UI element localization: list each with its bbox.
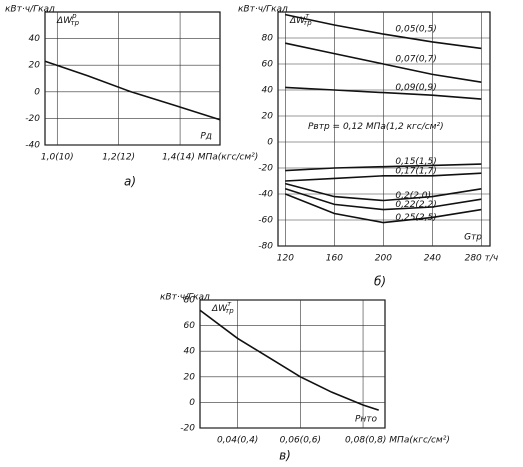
series-label-sup: т xyxy=(305,12,310,20)
series-label: ΔWт тр xyxy=(289,12,312,27)
y-tick-label: -60 xyxy=(258,216,273,226)
data-line xyxy=(199,309,379,411)
y-tick-label: 0 xyxy=(189,398,195,408)
y-tick-label: 80 xyxy=(262,34,274,44)
y-tick-label: -20 xyxy=(258,164,273,174)
series-label-sup: р xyxy=(71,12,77,20)
x-tick-label: 0,04(0,4) xyxy=(217,436,258,446)
plot-frame xyxy=(199,299,386,429)
data-line xyxy=(44,60,221,121)
y-tick-label: 80 xyxy=(184,296,196,306)
curve-label: 0,25(2,5) xyxy=(395,213,436,223)
series-label-sub: тр xyxy=(225,307,234,315)
y-tick-label: -20 xyxy=(25,114,40,124)
x-axis-label: Pнто xyxy=(355,415,378,425)
caption: в) xyxy=(279,449,291,463)
data-line xyxy=(285,182,482,202)
x-tick-label: 1,2(12) xyxy=(102,153,135,163)
y-tick-label: 40 xyxy=(262,86,274,96)
series-label-main: ΔW xyxy=(56,16,73,26)
x-axis-label: Pд xyxy=(200,132,212,142)
x-tick-label: 120 xyxy=(277,254,294,264)
caption: а) xyxy=(124,175,136,189)
curve-label: 0,17(1,7) xyxy=(395,166,436,176)
curve-label: 0,22(2,2) xyxy=(395,200,436,210)
y-unit: кВт·ч/Гкал xyxy=(238,5,288,15)
series-label-sup: т xyxy=(227,300,232,308)
x-tick-label: 240 xyxy=(424,254,441,264)
series-label-sub: тр xyxy=(303,19,312,27)
y-tick-label: 20 xyxy=(262,112,274,122)
data-line xyxy=(285,86,482,100)
y-unit: кВт·ч/Гкал xyxy=(160,293,210,303)
curve-label: 0,05(0,5) xyxy=(395,25,436,35)
y-tick-label: 40 xyxy=(184,347,196,357)
plot-frame xyxy=(44,11,221,146)
y-tick-label: -40 xyxy=(25,141,40,151)
series-label-main: ΔW xyxy=(211,304,228,314)
curve-label: 0,09(0,9) xyxy=(395,83,436,93)
y-tick-label: -80 xyxy=(258,242,273,252)
x-tick-label: 1,0(10) xyxy=(41,153,74,163)
data-line xyxy=(285,172,482,182)
curve-label: 0,07(0,7) xyxy=(395,55,436,65)
x-tick-label: 280 т/ч xyxy=(465,254,499,264)
data-line xyxy=(285,188,482,211)
y-unit: кВт·ч/Гкал xyxy=(5,5,55,15)
data-line xyxy=(285,193,482,224)
y-tick-label: -40 xyxy=(258,190,273,200)
series-label-sub: тр xyxy=(71,19,80,27)
y-tick-label: 20 xyxy=(29,61,41,71)
x-tick-label: 200 xyxy=(375,254,392,264)
annotation: Pвтр = 0,12 МПа(1,2 кгс/см²) xyxy=(308,122,444,132)
data-line xyxy=(285,42,482,83)
x-tick-label: 1,4(14) МПа(кгс/см²) xyxy=(162,153,258,163)
x-tick-label: 0,06(0,6) xyxy=(280,436,321,446)
y-tick-label: -20 xyxy=(180,424,195,434)
data-line xyxy=(285,13,482,50)
y-tick-label: 20 xyxy=(184,372,196,382)
y-tick-label: 40 xyxy=(29,34,41,44)
y-tick-label: 0 xyxy=(34,87,40,97)
curve-label: 0,15(1,5) xyxy=(395,157,436,167)
x-axis-label: Gтр xyxy=(464,233,482,243)
series-label: ΔWр тр xyxy=(56,12,80,27)
x-tick-label: 160 xyxy=(326,254,343,264)
y-tick-label: 60 xyxy=(262,60,274,70)
caption: б) xyxy=(374,275,386,289)
x-tick-label: 0,08(0,8) МПа(кгс/см²) xyxy=(345,436,450,446)
y-tick-label: 0 xyxy=(267,138,273,148)
curve-label: 0,2(2,0) xyxy=(395,191,431,201)
y-tick-label: 60 xyxy=(184,321,196,331)
series-label-main: ΔW xyxy=(289,16,306,26)
series-label: ΔWт тр xyxy=(211,300,234,315)
data-line xyxy=(285,163,482,172)
